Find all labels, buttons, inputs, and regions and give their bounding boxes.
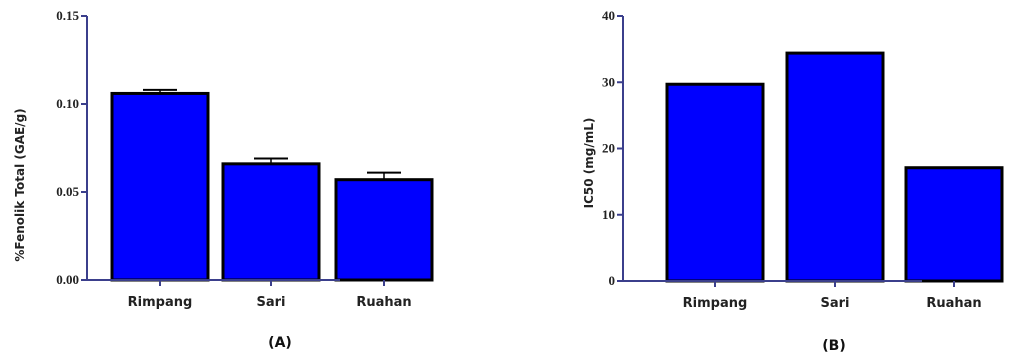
bar-ruahan [904, 166, 1004, 283]
chart-a-xaxis: Rimpang Sari Ruahan [87, 279, 412, 310]
x-tick-label: Ruahan [356, 295, 411, 310]
chart-a: %Fenolik Total (GAE/g) 0.000.050.100.15 … [13, 8, 434, 351]
chart-a-bars [110, 88, 434, 282]
x-tick-label: Rimpang [683, 296, 748, 311]
y-tick-label: 0.05 [56, 184, 79, 199]
chart-b-bars [665, 51, 1004, 283]
chart-b-ylabel: IC50 (mg/mL) [582, 118, 596, 209]
bar-sari [221, 162, 321, 282]
y-tick-label: 20 [602, 141, 615, 156]
y-tick-label: 10 [602, 207, 615, 222]
y-tick-label: 0.10 [56, 96, 79, 111]
chart-a-yaxis: 0.00 0.05 0.10 0.15 [56, 8, 88, 287]
bar-rimpang [110, 91, 210, 282]
y-tick-label: 0 [609, 273, 616, 288]
y-tick-label: 40 [602, 8, 615, 23]
chart-a-panel-label: (A) [268, 335, 292, 351]
x-tick-label: Sari [256, 295, 285, 310]
bar-sari [785, 51, 885, 283]
y-tick-label: 30 [602, 74, 615, 89]
x-tick-label: Ruahan [926, 296, 981, 311]
chart-b-panel-label: (B) [822, 338, 845, 354]
x-tick-label: Sari [820, 296, 849, 311]
chart-b: IC50 (mg/mL) 0 10 20 30 40 Rimpang Sari Ruahan… [582, 8, 1004, 354]
chart-b-xaxis: Rimpang Sari Ruahan [623, 280, 982, 311]
y-tick-label: 0.00 [56, 272, 79, 287]
x-tick-label: Rimpang [128, 295, 193, 310]
bar-rimpang [665, 82, 765, 283]
y-tick-label: 0.15 [56, 8, 79, 23]
chart-a-ylabel: %Fenolik Total (GAE/g) [13, 108, 27, 261]
chart-b-yaxis: 0 10 20 30 40 [602, 8, 624, 288]
bar-ruahan [334, 178, 434, 282]
